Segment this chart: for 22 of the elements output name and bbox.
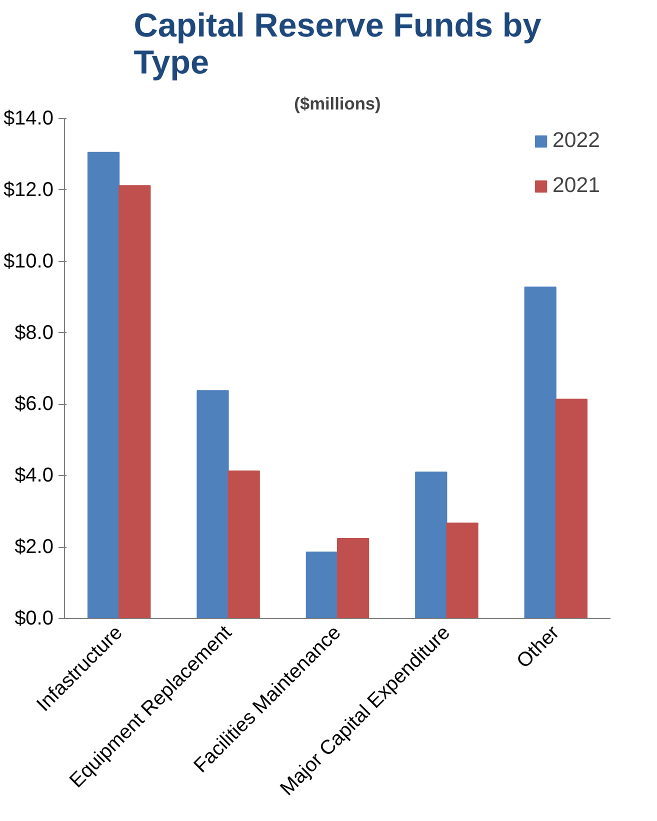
y-tick-label: $2.0	[14, 536, 54, 558]
bar	[446, 522, 478, 618]
legend-label: 2022	[552, 128, 600, 153]
chart-title: Capital Reserve Funds by Type	[134, 8, 542, 82]
chart-subtitle: ($millions)	[294, 94, 381, 114]
bar	[228, 470, 260, 618]
y-tick-label: $14.0	[3, 108, 54, 130]
y-tick-label: $10.0	[3, 250, 54, 272]
y-tick-label: $6.0	[14, 393, 54, 416]
bar	[306, 552, 338, 618]
bar	[87, 152, 120, 618]
y-tick-label: $12.0	[3, 178, 54, 201]
bar	[196, 390, 229, 618]
bar	[415, 472, 448, 618]
bar	[118, 185, 151, 618]
y-tick-label: $0.0	[14, 608, 54, 630]
bar	[555, 398, 588, 618]
bar	[524, 286, 556, 618]
bar	[337, 538, 370, 618]
y-tick-label: $8.0	[14, 322, 54, 344]
y-tick-label: $4.0	[14, 464, 54, 487]
legend-label: 2021	[552, 173, 600, 198]
